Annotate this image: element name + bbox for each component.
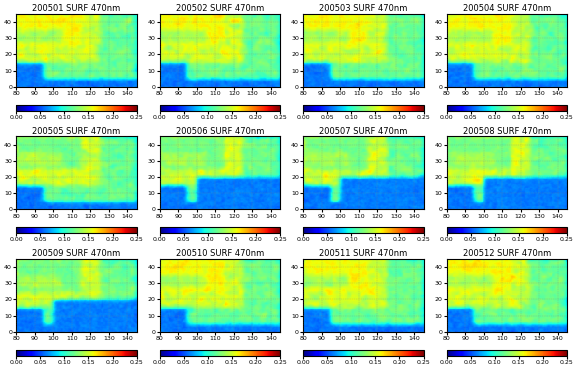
Title: 200505 SURF 470nm: 200505 SURF 470nm [32, 127, 121, 136]
Title: 200502 SURF 470nm: 200502 SURF 470nm [176, 4, 264, 13]
Title: 200506 SURF 470nm: 200506 SURF 470nm [176, 127, 264, 136]
Title: 200511 SURF 470nm: 200511 SURF 470nm [319, 249, 407, 258]
Title: 200512 SURF 470nm: 200512 SURF 470nm [462, 249, 551, 258]
Title: 200504 SURF 470nm: 200504 SURF 470nm [462, 4, 551, 13]
Title: 200503 SURF 470nm: 200503 SURF 470nm [319, 4, 407, 13]
Title: 200510 SURF 470nm: 200510 SURF 470nm [176, 249, 264, 258]
Title: 200509 SURF 470nm: 200509 SURF 470nm [32, 249, 121, 258]
Title: 200508 SURF 470nm: 200508 SURF 470nm [462, 127, 551, 136]
Title: 200501 SURF 470nm: 200501 SURF 470nm [32, 4, 121, 13]
Title: 200507 SURF 470nm: 200507 SURF 470nm [319, 127, 407, 136]
